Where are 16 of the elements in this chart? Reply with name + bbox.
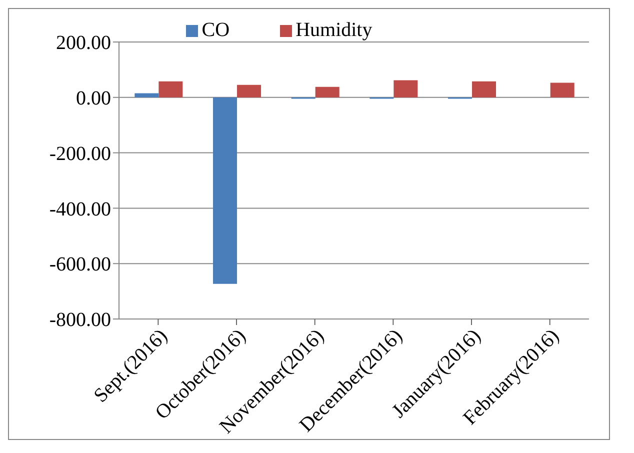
y-tick-label: -600.00 [49, 254, 111, 276]
bar [213, 97, 237, 284]
y-tick-label: -200.00 [49, 142, 111, 165]
legend-label: Humidity [296, 19, 372, 41]
bar [134, 93, 159, 98]
legend-label: CO [202, 19, 230, 41]
bar [472, 81, 496, 98]
y-tick-label: 200.00 [56, 32, 111, 54]
y-tick-label: -400.00 [49, 198, 111, 220]
bar [158, 81, 183, 98]
bar [394, 80, 418, 98]
y-tick-label: -800.00 [49, 309, 111, 332]
bar [237, 84, 261, 98]
y-tick-label: 0.00 [76, 88, 111, 110]
bar [315, 86, 340, 98]
bar [550, 82, 574, 98]
